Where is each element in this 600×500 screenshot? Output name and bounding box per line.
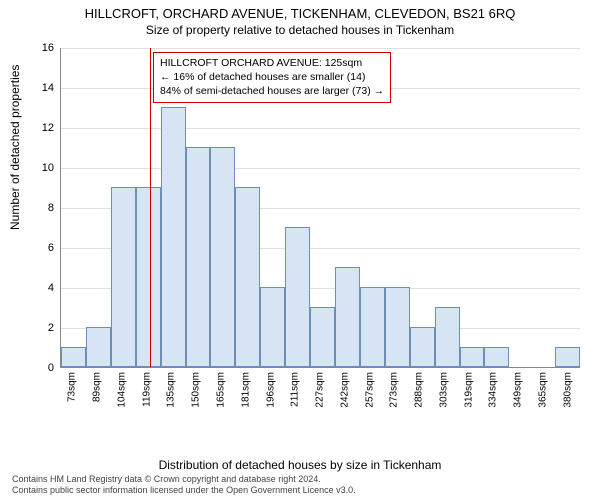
y-tick: 12 (26, 122, 54, 134)
y-tick: 16 (26, 42, 54, 54)
x-tick: 303sqm (431, 368, 456, 428)
chart-container: HILLCROFT, ORCHARD AVENUE, TICKENHAM, CL… (0, 0, 600, 500)
x-tick: 89sqm (85, 368, 110, 428)
x-tick-label: 181sqm (240, 372, 251, 408)
histogram-bar (86, 327, 111, 367)
histogram-bar (260, 287, 285, 367)
x-tick: 242sqm (332, 368, 357, 428)
histogram-bar (61, 347, 86, 367)
histogram-bar (555, 347, 580, 367)
histogram-bar (460, 347, 485, 367)
x-tick-label: 89sqm (92, 372, 103, 402)
x-tick: 165sqm (209, 368, 234, 428)
x-tick: 227sqm (308, 368, 333, 428)
x-tick-label: 319sqm (463, 372, 474, 408)
x-tick-label: 273sqm (389, 372, 400, 408)
histogram-bar (186, 147, 211, 367)
chart-title: HILLCROFT, ORCHARD AVENUE, TICKENHAM, CL… (0, 0, 600, 21)
x-tick-label: 150sqm (191, 372, 202, 408)
x-tick-label: 135sqm (166, 372, 177, 408)
x-tick: 150sqm (184, 368, 209, 428)
footer-credits: Contains HM Land Registry data © Crown c… (12, 474, 356, 496)
x-tick-label: 165sqm (215, 372, 226, 408)
plot-outer: 0246810121416 HILLCROFT ORCHARD AVENUE: … (60, 48, 580, 428)
x-tick-label: 288sqm (414, 372, 425, 408)
x-tick-label: 119sqm (141, 372, 152, 407)
histogram-bar (136, 187, 161, 367)
x-tick: 119sqm (134, 368, 159, 428)
histogram-bar (385, 287, 410, 367)
x-tick-label: 104sqm (116, 372, 127, 408)
x-tick: 104sqm (110, 368, 135, 428)
y-tick: 8 (26, 202, 54, 214)
footer-line2: Contains public sector information licen… (12, 485, 356, 496)
x-tick-label: 73sqm (67, 372, 78, 402)
x-tick: 288sqm (407, 368, 432, 428)
x-tick: 349sqm (506, 368, 531, 428)
x-tick-label: 380sqm (562, 372, 573, 408)
x-axis-label: Distribution of detached houses by size … (0, 458, 600, 472)
x-tick-label: 365sqm (537, 372, 548, 408)
x-tick-labels: 73sqm 89sqm 104sqm 119sqm 135sqm 150sqm 165sqm… (60, 368, 580, 428)
annotation-box: HILLCROFT ORCHARD AVENUE: 125sqm ← 16% o… (153, 52, 391, 103)
y-tick: 6 (26, 242, 54, 254)
histogram-bar (435, 307, 460, 367)
x-tick-label: 242sqm (339, 372, 350, 408)
histogram-bar (335, 267, 360, 367)
annotation-line3: 84% of semi-detached houses are larger (… (160, 84, 384, 98)
histogram-bar (410, 327, 435, 367)
x-tick: 365sqm (531, 368, 556, 428)
x-tick: 135sqm (159, 368, 184, 428)
x-tick-label: 227sqm (315, 372, 326, 408)
x-tick-label: 349sqm (513, 372, 524, 408)
y-axis-label: Number of detached properties (8, 65, 22, 230)
plot-area: HILLCROFT ORCHARD AVENUE: 125sqm ← 16% o… (60, 48, 580, 368)
x-tick: 211sqm (283, 368, 308, 428)
x-tick-label: 196sqm (265, 372, 276, 408)
histogram-bar (161, 107, 186, 367)
x-tick: 73sqm (60, 368, 85, 428)
y-tick: 0 (26, 362, 54, 374)
y-tick: 4 (26, 282, 54, 294)
footer-line1: Contains HM Land Registry data © Crown c… (12, 474, 356, 485)
x-tick: 257sqm (357, 368, 382, 428)
histogram-bar (310, 307, 335, 367)
y-tick: 10 (26, 162, 54, 174)
marker-line (150, 48, 151, 367)
x-tick-label: 303sqm (438, 372, 449, 408)
chart-subtitle: Size of property relative to detached ho… (0, 21, 600, 37)
x-tick: 319sqm (456, 368, 481, 428)
x-tick: 334sqm (481, 368, 506, 428)
x-tick: 181sqm (233, 368, 258, 428)
x-tick: 273sqm (382, 368, 407, 428)
histogram-bar (210, 147, 235, 367)
x-tick-label: 211sqm (290, 372, 301, 407)
x-tick: 196sqm (258, 368, 283, 428)
annotation-line2: ← 16% of detached houses are smaller (14… (160, 70, 384, 84)
x-tick-label: 334sqm (488, 372, 499, 408)
x-tick: 380sqm (555, 368, 580, 428)
x-tick-label: 257sqm (364, 372, 375, 408)
histogram-bar (484, 347, 509, 367)
histogram-bar (360, 287, 385, 367)
histogram-bar (235, 187, 260, 367)
y-tick: 14 (26, 82, 54, 94)
histogram-bar (285, 227, 310, 367)
annotation-line1: HILLCROFT ORCHARD AVENUE: 125sqm (160, 56, 384, 70)
histogram-bar (111, 187, 136, 367)
y-tick: 2 (26, 322, 54, 334)
